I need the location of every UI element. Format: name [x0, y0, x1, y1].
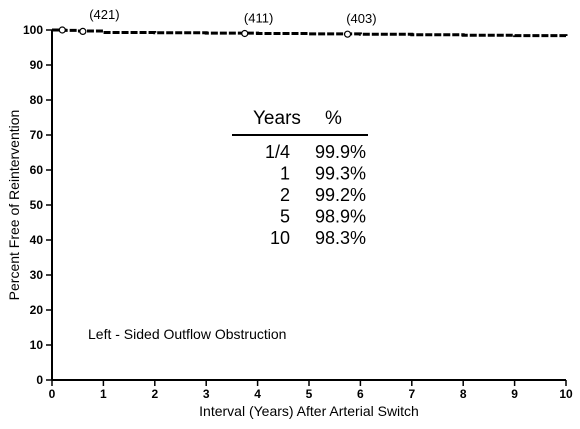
inset-cell-years: 10 [270, 228, 290, 248]
inset-cell-years: 1/4 [265, 142, 290, 162]
inset-cell-percent: 99.2% [315, 185, 366, 205]
inset-header-percent: % [325, 108, 342, 129]
y-tick-label: 40 [30, 233, 44, 247]
x-axis-label: Interval (Years) After Arterial Switch [199, 403, 419, 419]
condition-label: Left - Sided Outflow Obstruction [88, 326, 286, 342]
annotations: (421) (411) (403) [89, 7, 376, 26]
inset-cell-percent: 98.9% [315, 207, 366, 227]
inset-cell-years: 1 [280, 164, 290, 184]
y-tick-label: 80 [30, 93, 44, 107]
x-tick-label: 6 [357, 387, 364, 401]
inset-cell-percent: 99.3% [315, 164, 366, 184]
x-tick-label: 3 [203, 387, 210, 401]
series-line [52, 28, 568, 38]
y-ticks: 0 10 20 30 40 50 60 70 80 90 100 [23, 23, 52, 387]
y-axis-label: Percent Free of Reintervention [6, 110, 22, 301]
x-ticks: 0 1 2 3 4 5 6 7 8 9 10 [49, 380, 573, 401]
at-risk-label: (421) [89, 7, 119, 22]
y-tick-label: 60 [30, 163, 44, 177]
inset-cell-years: 2 [280, 185, 290, 205]
x-tick-label: 9 [511, 387, 518, 401]
inset-cell-years: 5 [280, 207, 290, 227]
x-tick-label: 4 [254, 387, 261, 401]
y-tick-label: 0 [36, 373, 43, 387]
inset-cell-percent: 99.9% [315, 142, 366, 162]
x-tick-label: 1 [100, 387, 107, 401]
x-tick-label: 5 [306, 387, 313, 401]
inset-rows: 1/4 99.9% 1 99.3% 2 99.2% 5 98.9% 10 98.3% [265, 142, 366, 248]
x-tick-label: 2 [151, 387, 158, 401]
y-tick-label: 30 [30, 268, 44, 282]
at-risk-label: (403) [346, 11, 376, 26]
y-tick-label: 50 [30, 198, 44, 212]
y-tick-label: 90 [30, 58, 44, 72]
censor-markers [58, 26, 352, 38]
censor-marker [343, 30, 352, 38]
x-tick-label: 7 [408, 387, 415, 401]
x-tick-label: 10 [559, 387, 573, 401]
inset-table: Years % 1/4 99.9% 1 99.3% 2 99.2% 5 98.9% 10 98.3… [232, 108, 368, 248]
y-tick-label: 10 [30, 338, 44, 352]
x-tick-label: 0 [49, 387, 56, 401]
at-risk-label: (411) [244, 11, 273, 26]
inset-cell-percent: 98.3% [315, 228, 366, 248]
inset-header-years: Years [253, 108, 301, 129]
y-tick-label: 100 [23, 23, 43, 37]
censor-marker [58, 26, 66, 34]
censor-marker [241, 29, 249, 38]
x-tick-label: 8 [460, 387, 467, 401]
y-tick-label: 20 [30, 303, 44, 317]
censor-marker [79, 27, 87, 35]
y-tick-label: 70 [30, 128, 44, 142]
